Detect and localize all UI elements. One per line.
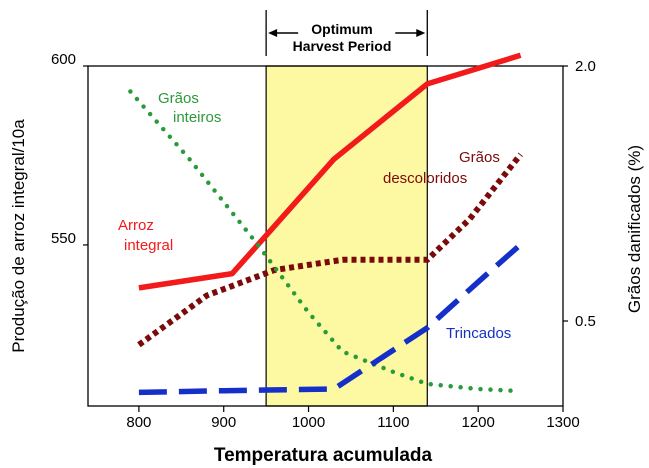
plot-frame bbox=[87, 65, 564, 407]
optimum-label-line2: Harvest Period bbox=[293, 38, 392, 54]
label-graos-descoloridos-2: descoloridos bbox=[383, 170, 467, 187]
label-graos-descoloridos-1: Grãos bbox=[459, 149, 500, 166]
label-trincados: Trincados bbox=[446, 325, 511, 342]
optimum-arrowhead-left bbox=[268, 29, 278, 37]
x-tick-label: 1000 bbox=[292, 414, 325, 431]
x-tick-label: 800 bbox=[126, 414, 151, 431]
x-axis-title: Temperatura acumulada bbox=[214, 445, 433, 466]
optimum-label-line1: Optimum bbox=[311, 21, 372, 37]
label-graos-inteiros-2: inteiros bbox=[173, 109, 221, 126]
label-arroz-integral-1: Arroz bbox=[118, 217, 154, 234]
series-line-trincados bbox=[138, 242, 523, 396]
x-axis-ticks: 800 900 1000 1100 1200 1300 bbox=[126, 406, 580, 431]
label-graos-inteiros-1: Grãos bbox=[158, 90, 199, 107]
right-axis-ticks: 2.0 0.5 bbox=[563, 58, 596, 330]
left-tick-label: 550 bbox=[51, 230, 76, 247]
x-tick-label: 1200 bbox=[461, 414, 494, 431]
optimum-arrowhead-right bbox=[416, 29, 426, 37]
series-line-arroz-integral bbox=[138, 52, 522, 291]
series-layer bbox=[128, 52, 523, 396]
right-tick-label: 2.0 bbox=[575, 58, 596, 75]
right-tick-label: 0.5 bbox=[575, 313, 596, 330]
x-tick-label: 1100 bbox=[377, 414, 409, 431]
right-axis-title: Grãos danificados (%) bbox=[625, 145, 644, 313]
label-arroz-integral-2: integral bbox=[124, 237, 173, 254]
left-tick-label: 600 bbox=[51, 51, 76, 68]
left-axis-title: Produção de arroz integral/10a bbox=[9, 119, 28, 353]
x-tick-label: 1300 bbox=[546, 414, 579, 431]
x-tick-label: 900 bbox=[211, 414, 236, 431]
optimum-period-band bbox=[265, 65, 428, 407]
series-line-gr-os-descoloridos bbox=[137, 152, 523, 348]
left-axis-ticks: 600 550 bbox=[51, 51, 88, 247]
series-line-gr-os-inteiros bbox=[128, 89, 515, 393]
